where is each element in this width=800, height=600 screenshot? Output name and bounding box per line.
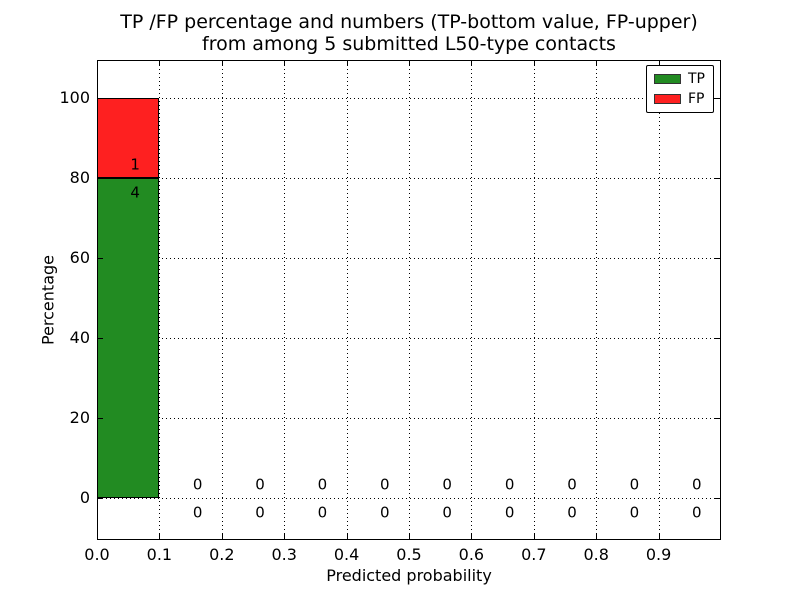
- y-tick-left: [98, 417, 103, 419]
- x-tick-bottom: [284, 534, 286, 539]
- fp-count-label: 0: [629, 475, 640, 494]
- tp-count-label: 0: [692, 503, 702, 522]
- x-tick-top: [221, 61, 223, 66]
- tp-count-label: 0: [192, 503, 203, 522]
- legend-item-tp: TP: [654, 72, 713, 86]
- tp-color-swatch: [654, 74, 681, 84]
- y-tick-label: 40: [69, 327, 90, 347]
- x-tick-label: 0.4: [333, 545, 360, 564]
- x-tick-label: 0.6: [458, 545, 485, 564]
- y-tick-left: [98, 257, 103, 259]
- x-tick-top: [97, 61, 98, 66]
- x-tick-top: [533, 61, 535, 66]
- tp-count-label: 0: [629, 503, 640, 522]
- x-gridline: [471, 61, 473, 539]
- fp-count-label: 0: [504, 475, 515, 494]
- x-gridline: [284, 61, 286, 539]
- legend-item-fp: FP: [654, 92, 713, 106]
- x-gridline: [409, 61, 410, 539]
- x-tick-bottom: [471, 534, 473, 539]
- legend-label-fp: FP: [688, 91, 705, 107]
- tp-count-label: 0: [380, 503, 390, 522]
- tp-count-label: 4: [130, 183, 140, 202]
- x-tick-label: 0.3: [271, 545, 297, 564]
- y-tick-label: 0: [79, 487, 90, 507]
- x-tick-top: [471, 61, 473, 66]
- x-tick-label: 0.0: [84, 545, 110, 564]
- x-tick-label: 0.9: [645, 545, 672, 564]
- y-tick-right: [715, 337, 720, 339]
- y-tick-left: [98, 337, 103, 339]
- x-tick-bottom: [346, 534, 348, 539]
- y-tick-label: 80: [69, 167, 90, 187]
- legend: TP FP: [646, 65, 714, 113]
- x-gridline: [221, 61, 223, 539]
- tp-count-label: 0: [442, 503, 452, 522]
- y-tick-label: 60: [69, 247, 90, 267]
- legend-label-tp: TP: [688, 71, 705, 87]
- fp-count-label: 0: [692, 475, 702, 494]
- x-axis-label: Predicted probability: [326, 566, 492, 585]
- x-tick-label: 0.5: [396, 545, 422, 564]
- x-gridline: [658, 61, 660, 539]
- tp-count-label: 0: [255, 503, 265, 522]
- tp-count-label: 0: [317, 503, 328, 522]
- x-tick-bottom: [159, 534, 161, 539]
- x-tick-bottom: [97, 534, 98, 539]
- x-tick-top: [409, 61, 410, 66]
- fp-count-label: 0: [192, 475, 203, 494]
- y-tick-right: [715, 497, 720, 499]
- x-tick-label: 0.7: [521, 545, 547, 564]
- y-tick-right: [715, 177, 720, 179]
- x-gridline: [346, 61, 348, 539]
- x-tick-top: [159, 61, 161, 66]
- x-tick-top: [596, 61, 598, 66]
- x-tick-top: [658, 61, 660, 66]
- x-tick-label: 0.2: [209, 545, 235, 564]
- x-gridline: [533, 61, 535, 539]
- fp-count-label: 0: [317, 475, 328, 494]
- chart-title: TP /FP percentage and numbers (TP-bottom…: [97, 11, 721, 55]
- fp-count-label: 0: [380, 475, 390, 494]
- x-tick-top: [346, 61, 348, 66]
- tp-bar-segment: [97, 177, 160, 498]
- y-tick-right: [715, 97, 720, 99]
- tp-count-label: 0: [567, 503, 577, 522]
- chart-title-line2: from among 5 submitted L50-type contacts: [202, 33, 616, 55]
- fp-count-label: 1: [130, 155, 140, 174]
- x-tick-top: [284, 61, 286, 66]
- fp-count-label: 0: [442, 475, 452, 494]
- x-tick-bottom: [221, 534, 223, 539]
- y-tick-left: [98, 497, 103, 499]
- x-tick-label: 0.8: [583, 545, 609, 564]
- x-tick-bottom: [658, 534, 660, 539]
- x-tick-bottom: [409, 534, 410, 539]
- y-axis-label: Percentage: [38, 254, 58, 346]
- x-tick-label: 0.1: [146, 545, 173, 564]
- y-tick-label: 20: [69, 407, 90, 427]
- x-tick-bottom: [596, 534, 598, 539]
- fp-count-label: 0: [255, 475, 265, 494]
- y-tick-right: [715, 257, 720, 259]
- tp-count-label: 0: [504, 503, 515, 522]
- fp-color-swatch: [654, 94, 681, 104]
- y-tick-label: 100: [59, 87, 90, 107]
- y-tick-left: [98, 97, 103, 99]
- chart-title-line1: TP /FP percentage and numbers (TP-bottom…: [120, 11, 698, 33]
- x-gridline: [596, 61, 598, 539]
- y-tick-left: [98, 177, 103, 179]
- x-tick-bottom: [533, 534, 535, 539]
- fp-bar-segment: [97, 97, 160, 178]
- fp-count-label: 0: [567, 475, 577, 494]
- x-gridline: [159, 61, 161, 539]
- y-tick-right: [715, 417, 720, 419]
